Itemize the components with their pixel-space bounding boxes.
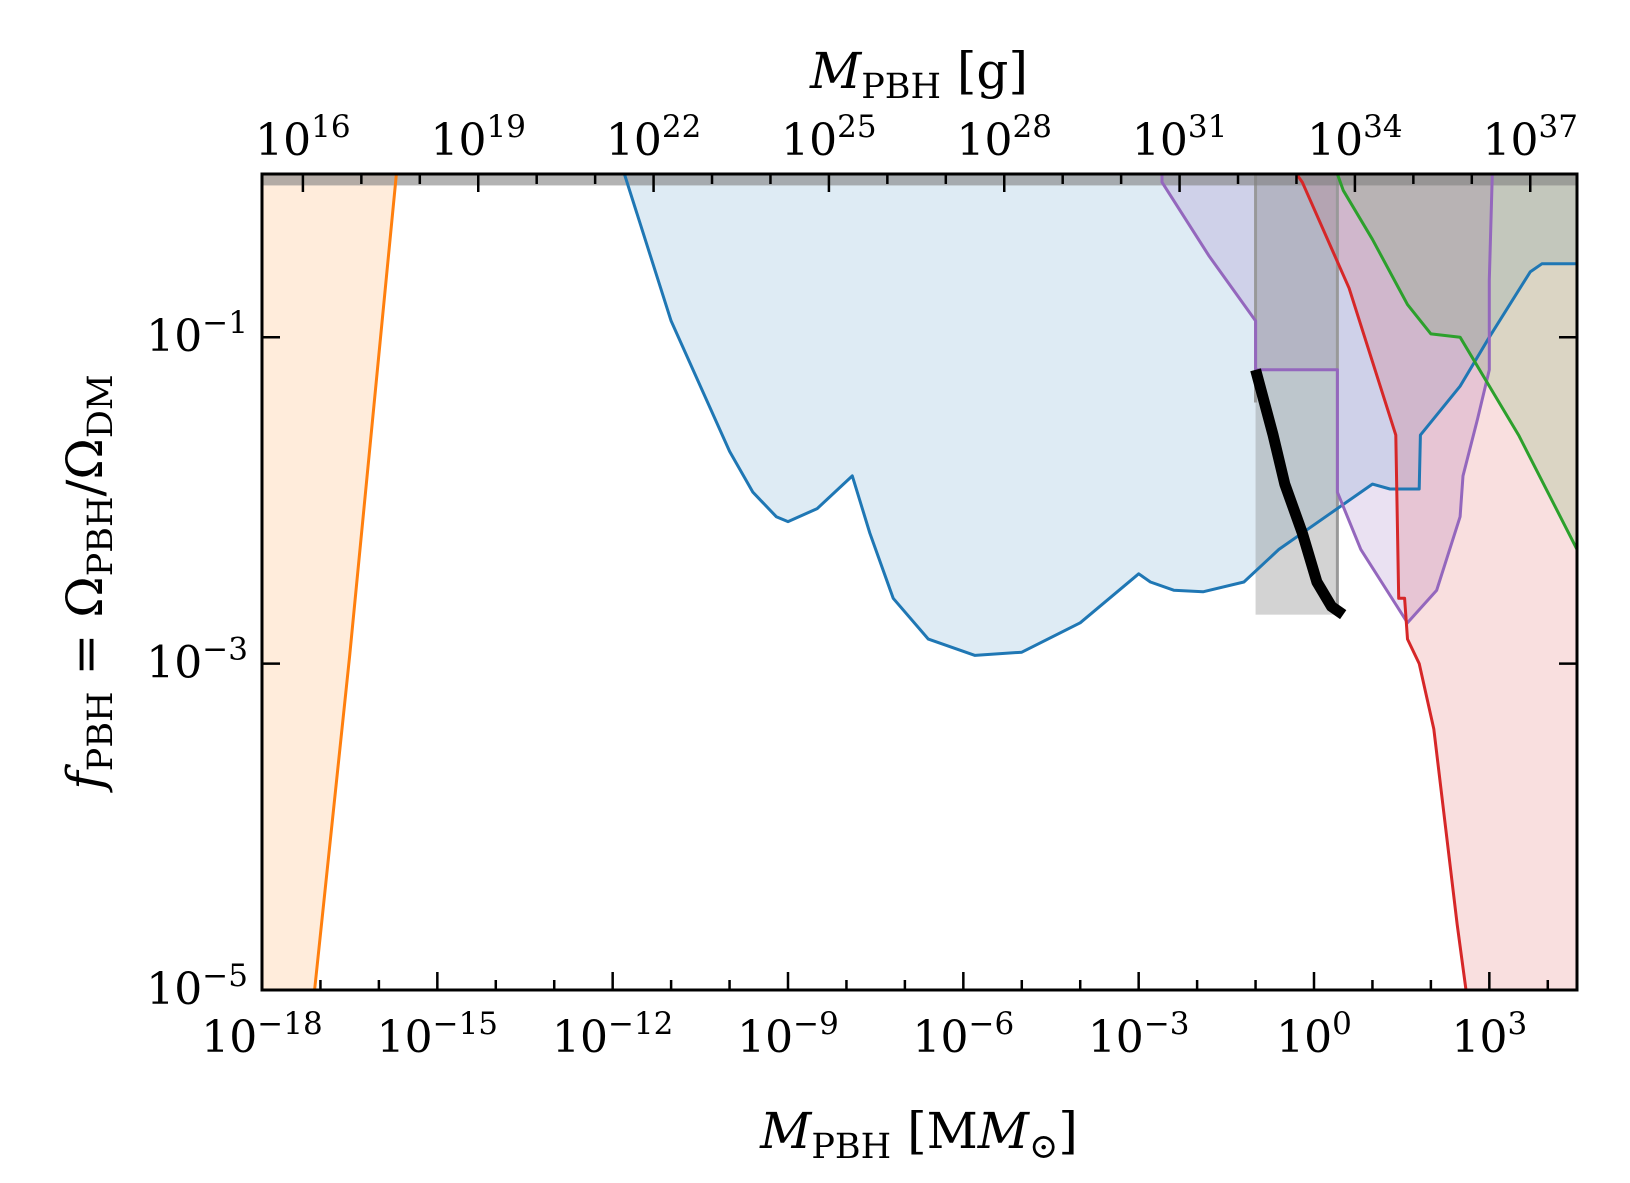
x-tick-label: 10−3 (1088, 1006, 1190, 1063)
top-axis-title: MPBH [g] (809, 42, 1028, 107)
plot-frame (260, 172, 1579, 992)
x2-tick-label: 1028 (957, 109, 1052, 166)
x-tick-label: 10−9 (737, 1006, 839, 1063)
constraint-region-3 (1296, 174, 1577, 990)
x2-tick-label: 1031 (1132, 109, 1227, 166)
x2-tick-label: 1022 (606, 109, 701, 166)
x2-tick-label: 1034 (1307, 109, 1402, 166)
constraint-lines (313, 174, 1577, 990)
x-tick-label: 10−12 (552, 1006, 673, 1063)
x-tick-label: 100 (1276, 1006, 1352, 1063)
y-tick-label: 10−1 (146, 305, 248, 362)
constraint-line-1 (622, 174, 1577, 657)
x2-tick-label: 1016 (255, 109, 350, 166)
constraint-line-3 (1295, 174, 1577, 990)
constraint-line-5 (1250, 368, 1347, 620)
x2-tick-label: 1037 (1483, 109, 1578, 166)
x-tick-label: 10−6 (912, 1006, 1014, 1063)
constraint-line-4 (1335, 174, 1577, 551)
constraint-fills (262, 174, 1577, 990)
constraint-line-0 (313, 174, 398, 990)
axis-tick-labels: 10−18 10−15 10−12 10−9 10−6 10−3 100 103 1016 101… (146, 109, 1578, 1063)
x-tick-label: 10−18 (201, 1006, 322, 1063)
x-tick-label: 103 (1451, 1006, 1527, 1063)
grey-top-band (262, 174, 1577, 186)
x-tick-label: 10−15 (377, 1006, 498, 1063)
grey-excluded-box (1255, 174, 1338, 615)
constraint-line-2 (1160, 174, 1494, 625)
x-axis-title: MPBH [MM⊙] (759, 1102, 1078, 1167)
constraint-region-2 (1162, 174, 1493, 623)
y-axis-title: fPBH = ΩPBH/ΩDM (56, 374, 121, 793)
constraint-region-4 (1337, 174, 1577, 990)
y-tick-label: 10−3 (146, 632, 248, 689)
axis-ticks (260, 174, 1577, 992)
constraint-region-0 (262, 174, 397, 990)
x2-tick-label: 1019 (431, 109, 526, 166)
x2-tick-label: 1025 (781, 109, 876, 166)
y-tick-label: 10−5 (146, 958, 248, 1015)
